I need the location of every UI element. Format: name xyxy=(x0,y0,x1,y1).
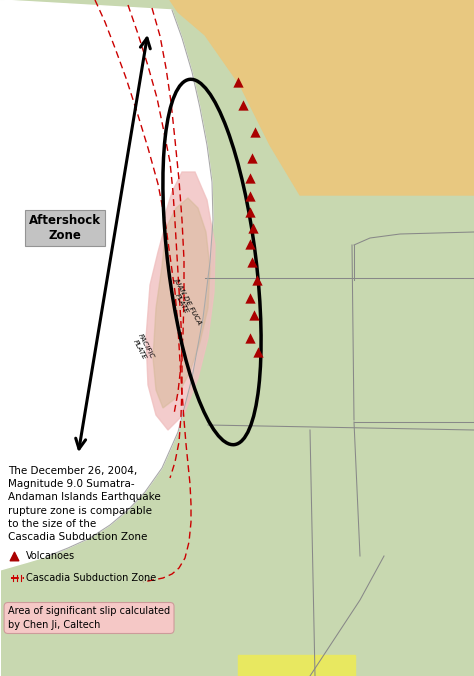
Text: The December 26, 2004,
Magnitude 9.0 Sumatra-
Andaman Islands Earthquake
rupture: The December 26, 2004, Magnitude 9.0 Sum… xyxy=(8,466,161,542)
Text: PACIFIC
PLATE: PACIFIC PLATE xyxy=(131,333,155,363)
Point xyxy=(246,172,254,183)
Polygon shape xyxy=(153,198,210,408)
Text: Cascadia Subduction Zone: Cascadia Subduction Zone xyxy=(26,573,156,583)
Point xyxy=(246,239,254,249)
Point xyxy=(246,293,254,304)
Polygon shape xyxy=(0,0,213,676)
Point xyxy=(248,153,256,164)
Point xyxy=(250,310,258,320)
Point xyxy=(239,99,247,110)
Point xyxy=(246,191,254,201)
Point xyxy=(253,274,261,285)
Text: Area of significant slip calculated
by Chen Ji, Caltech: Area of significant slip calculated by C… xyxy=(8,606,170,629)
Point xyxy=(249,222,257,233)
Point xyxy=(246,207,254,218)
Polygon shape xyxy=(146,172,215,430)
Polygon shape xyxy=(170,0,474,195)
Polygon shape xyxy=(238,655,355,676)
Text: JUAN DE FUCA
PLATE: JUAN DE FUCA PLATE xyxy=(167,276,203,328)
Point xyxy=(254,347,262,358)
Point xyxy=(246,333,254,343)
Text: Volcanoes: Volcanoes xyxy=(26,551,75,561)
Point xyxy=(248,257,256,268)
Point xyxy=(10,550,18,561)
Text: Aftershock
Zone: Aftershock Zone xyxy=(29,214,101,242)
Point xyxy=(251,126,259,137)
Point xyxy=(234,76,242,87)
